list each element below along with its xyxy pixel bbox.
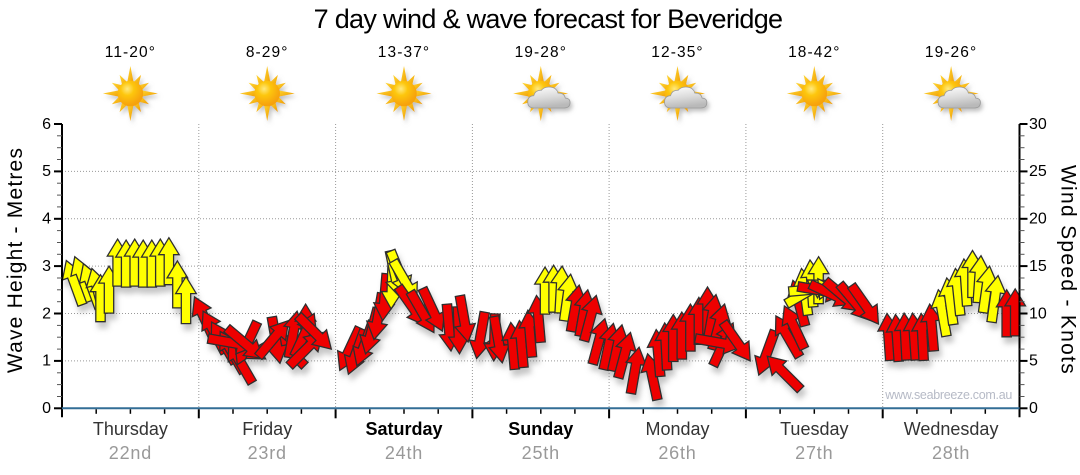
svg-text:7 day wind & wave forecast for: 7 day wind & wave forecast for Beveridge (314, 4, 783, 34)
svg-text:28th: 28th (932, 443, 970, 463)
svg-text:0: 0 (42, 400, 51, 417)
svg-text:10: 10 (1029, 305, 1047, 322)
svg-text:27th: 27th (795, 443, 833, 463)
svg-text:3: 3 (42, 258, 51, 275)
svg-text:Tuesday: Tuesday (780, 419, 848, 439)
svg-text:22nd: 22nd (109, 443, 152, 463)
svg-text:25: 25 (1029, 163, 1047, 180)
svg-text:4: 4 (42, 211, 51, 228)
svg-text:24th: 24th (385, 443, 423, 463)
svg-text:www.seabreeze.com.au: www.seabreeze.com.au (884, 388, 1012, 402)
svg-text:Saturday: Saturday (365, 419, 442, 439)
svg-text:5: 5 (42, 163, 51, 180)
svg-text:30: 30 (1029, 116, 1047, 133)
svg-text:Sunday: Sunday (508, 419, 573, 439)
svg-text:6: 6 (42, 116, 51, 133)
svg-text:12-35°: 12-35° (651, 44, 703, 61)
svg-text:19-26°: 19-26° (925, 44, 977, 61)
svg-text:15: 15 (1029, 258, 1047, 275)
svg-text:1: 1 (42, 353, 51, 370)
svg-text:25th: 25th (522, 443, 560, 463)
svg-text:11-20°: 11-20° (105, 44, 156, 61)
svg-text:0: 0 (1029, 400, 1038, 417)
svg-text:2: 2 (42, 305, 51, 322)
svg-text:Monday: Monday (645, 419, 709, 439)
svg-text:Thursday: Thursday (93, 419, 168, 439)
svg-text:26th: 26th (658, 443, 696, 463)
svg-text:Wednesday: Wednesday (904, 419, 999, 439)
svg-text:23rd: 23rd (248, 443, 287, 463)
svg-text:19-28°: 19-28° (515, 44, 567, 61)
svg-text:Wave Height - Metres: Wave Height - Metres (4, 147, 27, 373)
svg-text:20: 20 (1029, 211, 1047, 228)
svg-text:5: 5 (1029, 353, 1038, 370)
svg-text:13-37°: 13-37° (378, 44, 430, 61)
svg-text:Friday: Friday (242, 419, 292, 439)
svg-text:18-42°: 18-42° (788, 44, 840, 61)
svg-text:Wind Speed - Knots: Wind Speed - Knots (1057, 165, 1080, 375)
svg-text:8-29°: 8-29° (246, 44, 289, 61)
